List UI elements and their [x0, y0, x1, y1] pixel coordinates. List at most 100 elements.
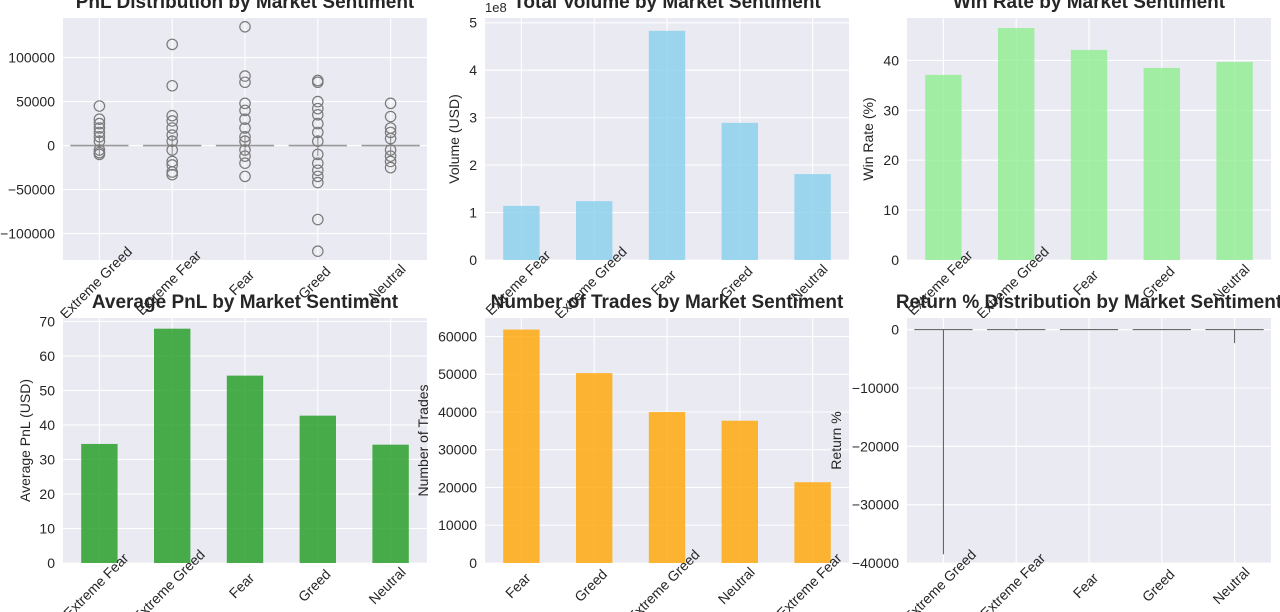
trades_bar-xtick-3: Neutral: [715, 564, 758, 607]
volume_bar-ytick-5: 5: [469, 15, 477, 31]
avgpnl_bar-xtick-3: Greed: [295, 566, 334, 605]
winrate_bar-ytick-3: 30: [883, 102, 899, 118]
pnl_box-outlier-2-5: [239, 113, 251, 125]
pnl_box-outlier-3-6: [311, 126, 324, 139]
pnl_box-outlier-2-12: [239, 170, 251, 183]
winrate_bar-ytick-2: 20: [883, 152, 899, 168]
pnl_box-outlier-4-8: [384, 161, 397, 174]
volume_bar-ytick-1: 1: [469, 205, 477, 221]
avgpnl_bar-ylabel: Average PnL (USD): [17, 379, 33, 502]
pnl_box-outlier-3-9: [311, 157, 324, 169]
pnl_box-outlier-3-2: [311, 95, 324, 108]
return_box-xtick-4: Neutral: [1209, 564, 1252, 607]
pnl_box-outlier-1-11: [166, 168, 178, 181]
trades_bar-bar-0: [503, 329, 540, 563]
avgpnl_bar-bar-4: [372, 444, 409, 563]
winrate_bar-ytick-1: 10: [883, 202, 899, 218]
pnl_box-outlier-3-1: [311, 76, 324, 89]
volume_bar-ytick-0: 0: [469, 252, 477, 268]
avgpnl_bar-ytick-4: 40: [39, 417, 55, 433]
pnl_box-outlier-1-4: [166, 122, 178, 134]
return_box-marks: [914, 329, 1264, 555]
pnl_box-outlier-2-7: [239, 131, 251, 143]
return_box-ytick-3: −10000: [852, 380, 899, 396]
volume_bar-bar-3: [721, 122, 758, 260]
avgpnl_bar-ytick-6: 60: [39, 348, 55, 364]
trades_bar-ylabel: Number of Trades: [415, 384, 431, 496]
pnl_box-outlier-1-2: [166, 109, 178, 122]
pnl_box-outlier-2-0: [239, 20, 251, 33]
volume_bar-ytick-4: 4: [469, 62, 477, 78]
volume_bar-bar-1: [576, 201, 613, 260]
avgpnl_bar-ytick-5: 50: [39, 382, 55, 398]
pnl_box-outlier-0-0: [93, 100, 106, 112]
return_box-title: Return % Distribution by Market Sentimen…: [896, 292, 1280, 313]
avgpnl_bar-bar-0: [81, 443, 118, 563]
volume_bar-ylabel: Volume (USD): [446, 94, 462, 183]
return_box-xtick-2: Fear: [1070, 569, 1102, 601]
avgpnl_bar-ytick-2: 20: [39, 486, 55, 502]
pnl_box-ytick-0: −100000: [0, 226, 55, 242]
pnl_box-outlier-0-6: [93, 135, 106, 147]
trades_bar-ytick-3: 30000: [438, 442, 477, 458]
avgpnl_bar-xtick-2: Fear: [226, 569, 258, 601]
trades_bar-ytick-6: 60000: [438, 328, 477, 344]
pnl_box-outlier-0-9: [93, 148, 106, 161]
pnl_box-outlier-2-6: [239, 122, 251, 134]
return_box-ytick-2: −20000: [852, 438, 899, 454]
return_box-ytick-4: 0: [891, 322, 899, 338]
pnl_box-outlier-0-2: [93, 117, 106, 130]
pnl_box-marks: [70, 20, 420, 257]
pnl_box-outlier-0-4: [93, 126, 106, 139]
volume_bar-marks: [503, 30, 831, 260]
pnl_box-outlier-0-3: [93, 122, 106, 134]
winrate_bar-title: Win Rate by Market Sentiment: [953, 0, 1226, 13]
pnl_box-ytick-3: 50000: [16, 94, 55, 110]
pnl_box-ytick-1: −50000: [8, 182, 55, 198]
volume_bar-bar-4: [794, 174, 831, 260]
pnl_box-outlier-3-13: [311, 213, 324, 226]
winrate_bar-bar-0: [925, 74, 962, 260]
pnl_box-outlier-4-6: [384, 150, 397, 162]
pnl_box-outlier-1-9: [166, 159, 178, 171]
volume_bar-bar-2: [648, 30, 686, 260]
volume_bar-ytick-3: 3: [469, 110, 477, 126]
pnl_box-ytick-4: 100000: [8, 50, 55, 66]
trades_bar-ytick-5: 50000: [438, 366, 477, 382]
pnl_box-outlier-3-10: [311, 164, 324, 177]
pnl_box-outlier-3-8: [311, 148, 324, 161]
pnl_box-outlier-3-7: [311, 135, 324, 147]
trades_bar-marks: [503, 329, 831, 563]
return_box-ytick-1: −30000: [852, 497, 899, 513]
trades_bar-title: Number of Trades by Market Sentiment: [491, 292, 844, 313]
pnl_box-outlier-0-5: [93, 131, 106, 143]
pnl_box-outlier-2-9: [239, 144, 251, 156]
avgpnl_bar-title: Average PnL by Market Sentiment: [92, 292, 399, 313]
trades_bar-bar-1: [576, 373, 613, 563]
pnl_box-outlier-2-8: [239, 135, 251, 147]
avgpnl_bar-ytick-3: 30: [39, 451, 55, 467]
avgpnl_bar-bar-3: [299, 415, 336, 563]
volume_bar-ytick-2: 2: [469, 157, 477, 173]
pnl_box-outlier-2-3: [239, 97, 251, 110]
pnl_box-outlier-0-1: [93, 113, 106, 125]
trades_bar-ytick-2: 20000: [438, 479, 477, 495]
winrate_bar-bar-1: [998, 27, 1035, 260]
pnl_box-outlier-2-1: [239, 70, 251, 82]
pnl_box-title: PnL Distribution by Market Sentiment: [76, 0, 415, 13]
pnl_box-outlier-0-7: [93, 144, 106, 156]
avgpnl_bar-ytick-1: 10: [39, 520, 55, 536]
trades_bar-ytick-4: 40000: [438, 404, 477, 420]
pnl_box-outlier-1-0: [166, 38, 178, 51]
winrate_bar-ytick-0: 0: [891, 252, 899, 268]
pnl_box-outlier-1-5: [166, 129, 178, 141]
pnl_box-outlier-3-3: [311, 102, 324, 115]
pnl_box-outlier-3-5: [311, 117, 324, 130]
return_box-ytick-0: −40000: [852, 555, 899, 571]
pnl_box-outlier-1-3: [166, 115, 178, 127]
pnl_box-outlier-4-3: [384, 126, 397, 139]
